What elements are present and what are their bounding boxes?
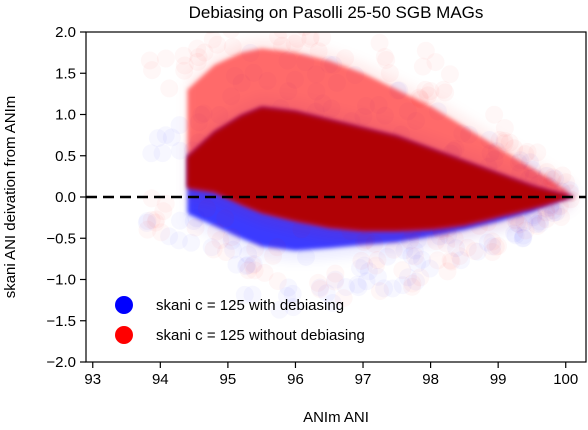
- scatter-point: [297, 248, 315, 266]
- scatter-point: [246, 240, 264, 258]
- scatter-point: [376, 48, 394, 66]
- chart-title: Debiasing on Pasolli 25-50 SGB MAGs: [189, 3, 484, 22]
- scatter-point: [352, 252, 370, 270]
- legend-marker-with-debiasing: [115, 296, 133, 314]
- scatter-point: [406, 248, 424, 266]
- x-tick-label: 96: [287, 371, 304, 388]
- scatter-point: [302, 28, 320, 46]
- y-axis-label: skani ANI deivation from ANIm: [2, 96, 19, 299]
- overlap-region: [187, 107, 573, 230]
- scatter-point: [528, 217, 546, 235]
- scatter-point: [417, 42, 435, 60]
- y-tick-label: −0.5: [46, 230, 76, 247]
- y-tick-label: 1.5: [55, 65, 76, 82]
- x-tick-label: 94: [152, 371, 169, 388]
- y-tick-label: −1.5: [46, 313, 76, 330]
- scatter-point: [357, 231, 375, 249]
- scatter-point: [157, 50, 175, 68]
- x-tick-label: 99: [490, 371, 507, 388]
- legend: skani c = 125 with debiasing skani c = 1…: [115, 296, 365, 344]
- plot-area: [86, 20, 586, 300]
- x-tick-label: 93: [84, 371, 101, 388]
- scatter-point: [141, 51, 159, 69]
- y-tick-label: 2.0: [55, 24, 76, 41]
- scatter-point: [222, 20, 240, 38]
- y-tick-label: 1.0: [55, 107, 76, 124]
- scatter-point: [224, 38, 242, 56]
- scatter-point: [264, 247, 282, 265]
- x-tick-label: 98: [422, 371, 439, 388]
- scatter-point: [416, 81, 434, 99]
- scatter-point: [143, 211, 161, 229]
- scatter-point: [198, 199, 216, 217]
- scatter-point: [371, 282, 389, 300]
- scatter-point: [217, 243, 235, 261]
- scatter-point: [216, 209, 234, 227]
- legend-label-with-debiasing: skani c = 125 with debiasing: [156, 297, 344, 314]
- scatter-point: [489, 237, 507, 255]
- scatter-point: [175, 47, 193, 65]
- scatter-point: [326, 265, 344, 283]
- scatter-point: [414, 58, 432, 76]
- scatter-point: [256, 264, 274, 282]
- x-axis: 93 94 95 96 97 98 99 100: [84, 362, 578, 388]
- y-tick-label: 0.0: [55, 189, 76, 206]
- y-axis: −2.0 −1.5 −1.0 −0.5 0.0 0.5 1.0 1.5 2.0: [46, 24, 86, 371]
- y-tick-label: −1.0: [46, 272, 76, 289]
- x-tick-label: 95: [220, 371, 237, 388]
- scatter-point: [269, 28, 287, 46]
- scatter-point: [368, 251, 386, 269]
- scatter-point: [160, 79, 178, 97]
- scatter-layer: [141, 20, 573, 300]
- scatter-point: [157, 126, 175, 144]
- scatter-point: [182, 234, 200, 252]
- y-tick-label: −2.0: [46, 354, 76, 371]
- scatter-point: [208, 36, 226, 54]
- scatter-point: [436, 83, 454, 101]
- scatter-point: [429, 251, 447, 269]
- scatter-point: [385, 241, 403, 259]
- x-tick-label: 97: [355, 371, 372, 388]
- scatter-point: [501, 134, 519, 152]
- scatter-point: [528, 143, 546, 161]
- scatter-point: [401, 232, 419, 250]
- scatter-point: [411, 268, 429, 286]
- y-tick-label: 0.5: [55, 148, 76, 165]
- x-axis-label: ANIm ANI: [303, 409, 369, 426]
- scatter-point: [239, 261, 257, 279]
- legend-marker-without-debiasing: [115, 326, 133, 344]
- x-tick-label: 100: [553, 371, 578, 388]
- legend-label-without-debiasing: skani c = 125 without debiasing: [156, 327, 365, 344]
- scatter-point: [441, 65, 459, 83]
- scatter-point: [187, 219, 205, 237]
- scatter-point: [466, 242, 484, 260]
- scatter-point: [154, 144, 172, 162]
- scatter-point: [381, 64, 399, 82]
